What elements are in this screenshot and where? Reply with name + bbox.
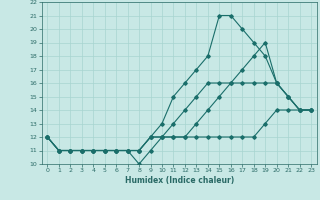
X-axis label: Humidex (Indice chaleur): Humidex (Indice chaleur) [124,176,234,185]
